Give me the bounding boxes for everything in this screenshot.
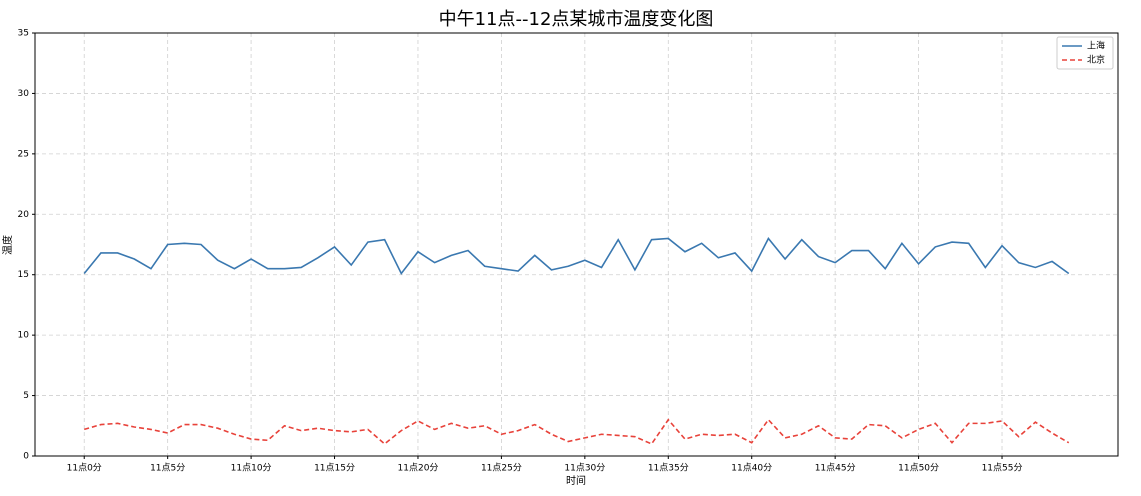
y-tick-label: 5 — [23, 391, 29, 401]
y-tick-label: 15 — [18, 270, 29, 280]
x-tick-label: 11点20分 — [398, 463, 439, 474]
x-tick-label: 11点30分 — [564, 463, 605, 474]
y-tick-label: 0 — [23, 452, 29, 462]
line-series — [83, 236, 1070, 276]
x-tick-label: 11点5分 — [150, 463, 185, 474]
legend-box — [1056, 36, 1114, 70]
x-tick-label: 11点50分 — [898, 463, 939, 474]
y-axis-label: 温度 — [1, 235, 14, 255]
legend-label: 上海 — [1087, 40, 1105, 52]
x-tick-label: 11点15分 — [314, 463, 355, 474]
y-tick-label: 35 — [18, 29, 29, 39]
line-series — [84, 418, 1070, 445]
x-tick-label: 11点10分 — [231, 463, 272, 474]
x-tick-label: 11点25分 — [481, 463, 522, 474]
y-tick-label: 10 — [18, 331, 30, 341]
y-tick-label: 30 — [18, 89, 30, 99]
x-tick-label: 11点45分 — [815, 463, 856, 474]
x-tick-label: 11点35分 — [648, 463, 689, 474]
legend-label: 北京 — [1087, 54, 1105, 66]
x-tick-label: 11点40分 — [731, 463, 772, 474]
chart-title: 中午11点--12点某城市温度变化图 — [439, 9, 714, 30]
y-tick-label: 25 — [18, 149, 29, 159]
x-tick-label: 11点55分 — [982, 463, 1023, 474]
plot-frame — [34, 32, 1119, 457]
x-tick-label: 11点0分 — [67, 463, 102, 474]
y-tick-label: 20 — [18, 210, 30, 220]
x-axis-label: 时间 — [566, 474, 586, 487]
